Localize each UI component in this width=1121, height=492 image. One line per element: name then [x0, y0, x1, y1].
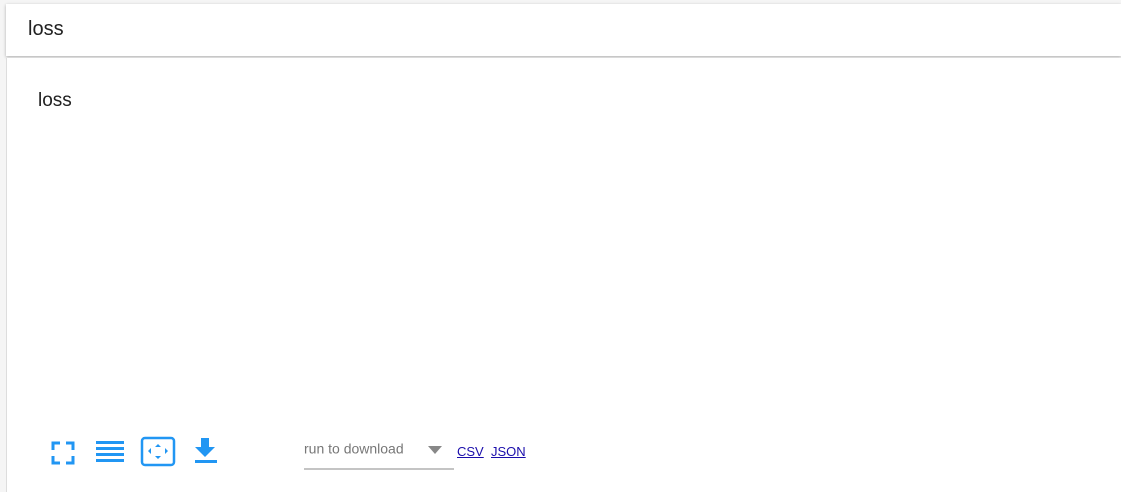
header-title: loss: [28, 18, 64, 40]
dropdown-arrow[interactable]: [428, 446, 442, 454]
csv-link[interactable]: CSV: [457, 444, 484, 459]
fit-domain-icon[interactable]: [140, 436, 176, 467]
download-icon[interactable]: [195, 438, 217, 463]
chart-title: loss: [38, 90, 72, 111]
log-scale-icon[interactable]: [96, 441, 124, 462]
card: [6, 58, 1121, 492]
json-link[interactable]: JSON: [491, 444, 526, 459]
fullscreen-icon[interactable]: [51, 441, 75, 465]
download-select[interactable]: run to download: [304, 441, 404, 457]
header: loss: [6, 4, 1121, 56]
